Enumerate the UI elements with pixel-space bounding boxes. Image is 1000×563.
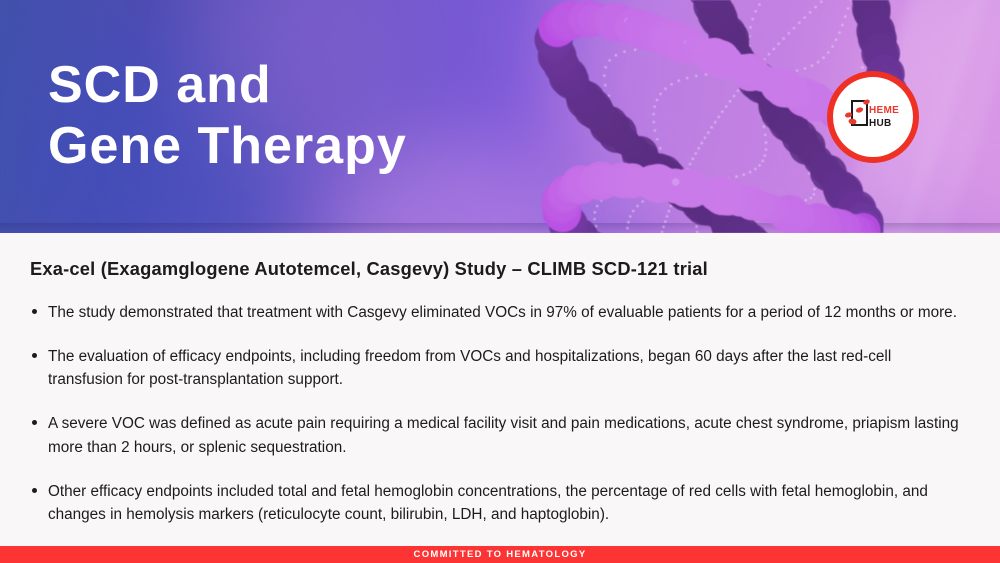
svg-text:HEME: HEME	[869, 105, 899, 116]
svg-text:HUB: HUB	[869, 118, 892, 129]
